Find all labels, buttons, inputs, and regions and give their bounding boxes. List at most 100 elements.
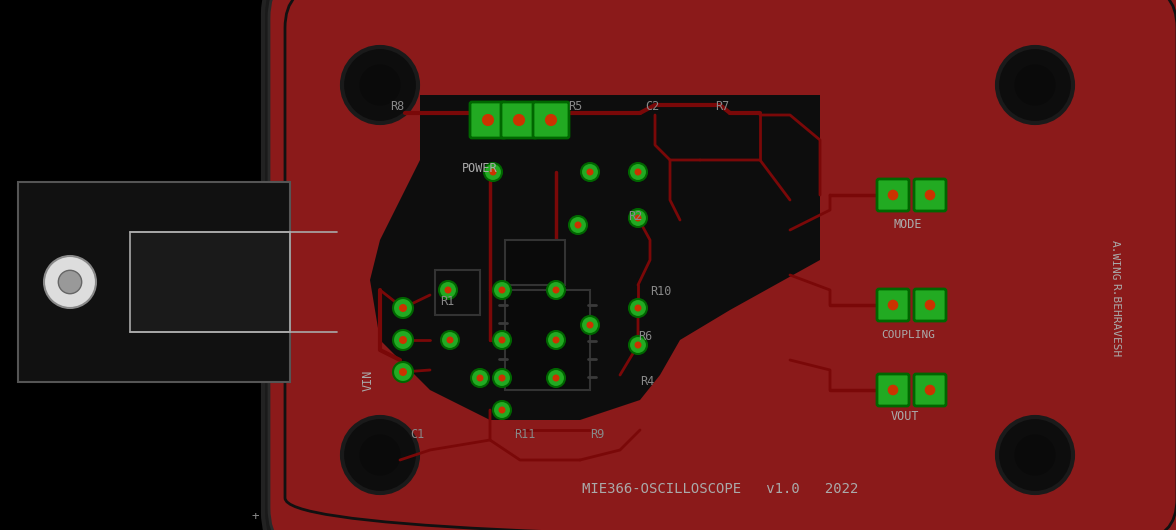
Circle shape: [358, 63, 402, 107]
FancyBboxPatch shape: [914, 179, 946, 211]
Circle shape: [635, 341, 641, 349]
Circle shape: [485, 163, 502, 181]
Text: R1: R1: [440, 295, 454, 308]
FancyBboxPatch shape: [877, 289, 909, 321]
Circle shape: [547, 331, 564, 349]
Circle shape: [997, 417, 1073, 493]
FancyBboxPatch shape: [470, 102, 506, 138]
Circle shape: [393, 362, 413, 382]
Circle shape: [553, 337, 560, 343]
Circle shape: [342, 47, 417, 123]
Circle shape: [888, 385, 898, 395]
Bar: [131, 232, 290, 332]
Text: MODE: MODE: [894, 218, 922, 231]
Circle shape: [59, 270, 81, 294]
Circle shape: [635, 215, 641, 222]
FancyBboxPatch shape: [263, 0, 1176, 530]
FancyBboxPatch shape: [914, 289, 946, 321]
Circle shape: [924, 299, 935, 311]
Circle shape: [997, 47, 1073, 123]
Circle shape: [1013, 63, 1057, 107]
Circle shape: [499, 375, 506, 382]
FancyBboxPatch shape: [877, 179, 909, 211]
Circle shape: [569, 216, 587, 234]
Circle shape: [447, 337, 454, 343]
Text: VOUT: VOUT: [890, 410, 920, 423]
Circle shape: [553, 287, 560, 294]
Bar: [18, 182, 290, 382]
Polygon shape: [435, 270, 480, 315]
Bar: [18, 182, 290, 382]
Text: C1: C1: [410, 428, 425, 441]
Circle shape: [513, 114, 524, 126]
Text: R.BEHRAVESH: R.BEHRAVESH: [1110, 283, 1120, 357]
Text: R5: R5: [568, 100, 582, 113]
Circle shape: [493, 281, 512, 299]
Circle shape: [44, 256, 96, 308]
Circle shape: [544, 114, 557, 126]
FancyBboxPatch shape: [269, 0, 1176, 530]
Circle shape: [358, 433, 402, 477]
Circle shape: [476, 375, 483, 382]
Circle shape: [499, 407, 506, 413]
Circle shape: [399, 336, 407, 344]
FancyBboxPatch shape: [501, 102, 537, 138]
Circle shape: [393, 298, 413, 318]
FancyBboxPatch shape: [914, 374, 946, 406]
FancyBboxPatch shape: [877, 374, 909, 406]
Circle shape: [581, 316, 599, 334]
Text: R6: R6: [639, 330, 653, 343]
Text: R2: R2: [628, 210, 642, 223]
Circle shape: [587, 322, 594, 329]
Circle shape: [581, 163, 599, 181]
Text: MIE366-OSCILLOSCOPE   v1.0   2022: MIE366-OSCILLOSCOPE v1.0 2022: [582, 482, 858, 496]
Bar: [505, 290, 590, 390]
Circle shape: [399, 368, 407, 376]
Text: R7: R7: [715, 100, 729, 113]
Circle shape: [924, 190, 935, 200]
Circle shape: [499, 287, 506, 294]
Circle shape: [924, 385, 935, 395]
Text: R9: R9: [590, 428, 604, 441]
Bar: [505, 240, 564, 285]
FancyBboxPatch shape: [533, 102, 569, 138]
Text: R4: R4: [640, 375, 654, 388]
Circle shape: [399, 304, 407, 312]
Circle shape: [489, 169, 496, 175]
Circle shape: [493, 401, 512, 419]
Circle shape: [635, 305, 641, 312]
Circle shape: [629, 299, 647, 317]
Circle shape: [499, 337, 506, 343]
Circle shape: [342, 417, 417, 493]
Polygon shape: [370, 95, 820, 420]
Text: C2: C2: [644, 100, 660, 113]
Circle shape: [547, 281, 564, 299]
Circle shape: [441, 331, 459, 349]
Circle shape: [547, 369, 564, 387]
Circle shape: [888, 299, 898, 311]
Circle shape: [587, 169, 594, 175]
Circle shape: [553, 375, 560, 382]
Circle shape: [629, 209, 647, 227]
Text: R11: R11: [514, 428, 535, 441]
Text: R8: R8: [390, 100, 405, 113]
Circle shape: [445, 287, 452, 294]
Circle shape: [629, 163, 647, 181]
Text: POWER: POWER: [462, 162, 497, 175]
Text: R10: R10: [650, 285, 671, 298]
Circle shape: [439, 281, 457, 299]
Circle shape: [888, 190, 898, 200]
Circle shape: [482, 114, 494, 126]
Text: COUPLING: COUPLING: [881, 330, 935, 340]
Text: A.WING: A.WING: [1110, 240, 1120, 280]
Circle shape: [472, 369, 489, 387]
Circle shape: [493, 369, 512, 387]
Circle shape: [629, 336, 647, 354]
Text: VIN: VIN: [361, 370, 374, 391]
Circle shape: [635, 169, 641, 175]
Text: +: +: [252, 510, 259, 523]
Circle shape: [493, 331, 512, 349]
Bar: [131, 232, 290, 332]
Circle shape: [393, 330, 413, 350]
Circle shape: [575, 222, 581, 228]
